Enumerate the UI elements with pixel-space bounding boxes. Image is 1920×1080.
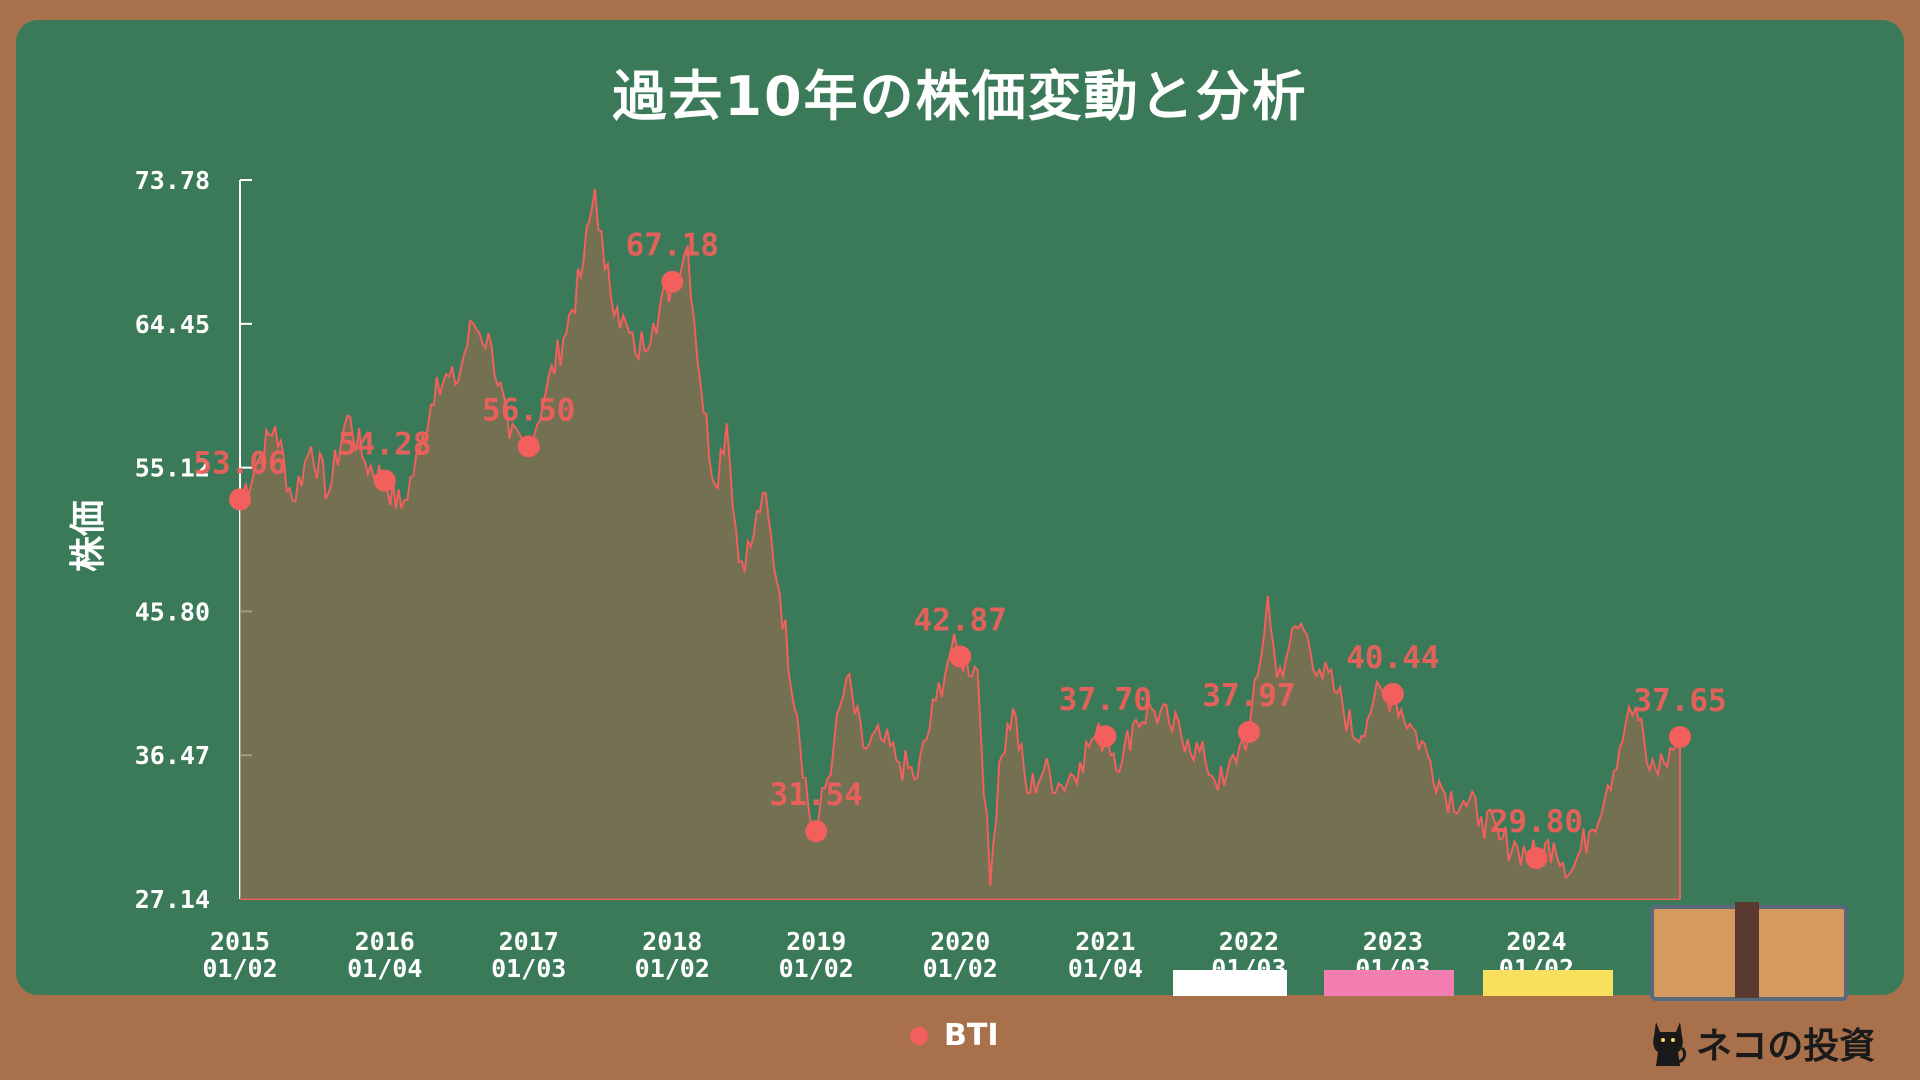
y-tick-label: 27.14	[135, 885, 210, 914]
white-chalk	[1173, 970, 1287, 996]
x-tick-label: 2021 01/04	[1068, 927, 1143, 983]
annotation-label: 56.50	[482, 392, 575, 428]
annotation-point[interactable]	[1094, 725, 1117, 748]
brand-text: ネコの投資	[1696, 1026, 1876, 1067]
annotation-point[interactable]	[949, 645, 972, 668]
eraser-band	[1735, 902, 1759, 998]
annotation-label: 29.80	[1490, 804, 1583, 840]
brand: ネコの投資	[1648, 1016, 1875, 1070]
x-tick-label: 2018 01/02	[635, 927, 710, 983]
yellow-chalk	[1483, 970, 1613, 996]
annotation-label: 31.54	[770, 777, 863, 813]
legend-label: BTI	[944, 1018, 999, 1053]
annotation-point[interactable]	[373, 469, 396, 492]
series-area	[240, 188, 1680, 899]
annotation-label: 37.97	[1202, 678, 1295, 714]
cat-icon	[1653, 1022, 1687, 1066]
pink-chalk	[1324, 970, 1454, 996]
y-tick-label: 55.12	[135, 454, 210, 483]
annotation-point[interactable]	[1525, 846, 1548, 869]
annotation-label: 37.70	[1059, 682, 1152, 718]
annotation-label: 37.65	[1633, 683, 1726, 719]
annotation-point[interactable]	[805, 820, 828, 843]
y-tick-label: 36.47	[135, 741, 210, 770]
legend-dot-icon	[910, 1026, 928, 1045]
y-axis-label: 株価	[68, 500, 109, 573]
annotation-point[interactable]	[1669, 725, 1691, 748]
annotations-group: 53.06 54.28 56.50 67.18 31.54 42.87 37.70 37.97…	[193, 228, 1727, 869]
y-tick-label: 64.45	[135, 310, 210, 339]
x-tick-label: 2019 01/02	[779, 927, 854, 983]
annotation-label: 53.06	[193, 445, 286, 481]
annotation-point[interactable]	[517, 435, 540, 458]
y-tick-label: 45.80	[135, 597, 210, 626]
annotation-label: 42.87	[914, 603, 1007, 639]
annotation-label: 54.28	[338, 427, 431, 463]
legend[interactable]: BTI	[910, 1018, 999, 1053]
annotation-point[interactable]	[1381, 682, 1404, 705]
chart-title: 過去10年の株価変動と分析	[612, 65, 1308, 128]
annotation-point[interactable]	[1237, 721, 1260, 744]
annotation-label: 67.18	[626, 228, 719, 264]
annotation-label: 40.44	[1346, 640, 1439, 676]
annotation-point[interactable]	[229, 488, 251, 511]
y-tick-label: 73.78	[135, 166, 210, 195]
x-tick-label: 2020 01/02	[923, 927, 998, 983]
x-tick-label: 2015 01/02	[202, 927, 277, 983]
series-area-group	[239, 188, 1681, 899]
annotation-point[interactable]	[661, 270, 684, 293]
x-tick-label: 2016 01/04	[347, 927, 422, 983]
x-tick-label: 2017 01/03	[491, 927, 566, 983]
